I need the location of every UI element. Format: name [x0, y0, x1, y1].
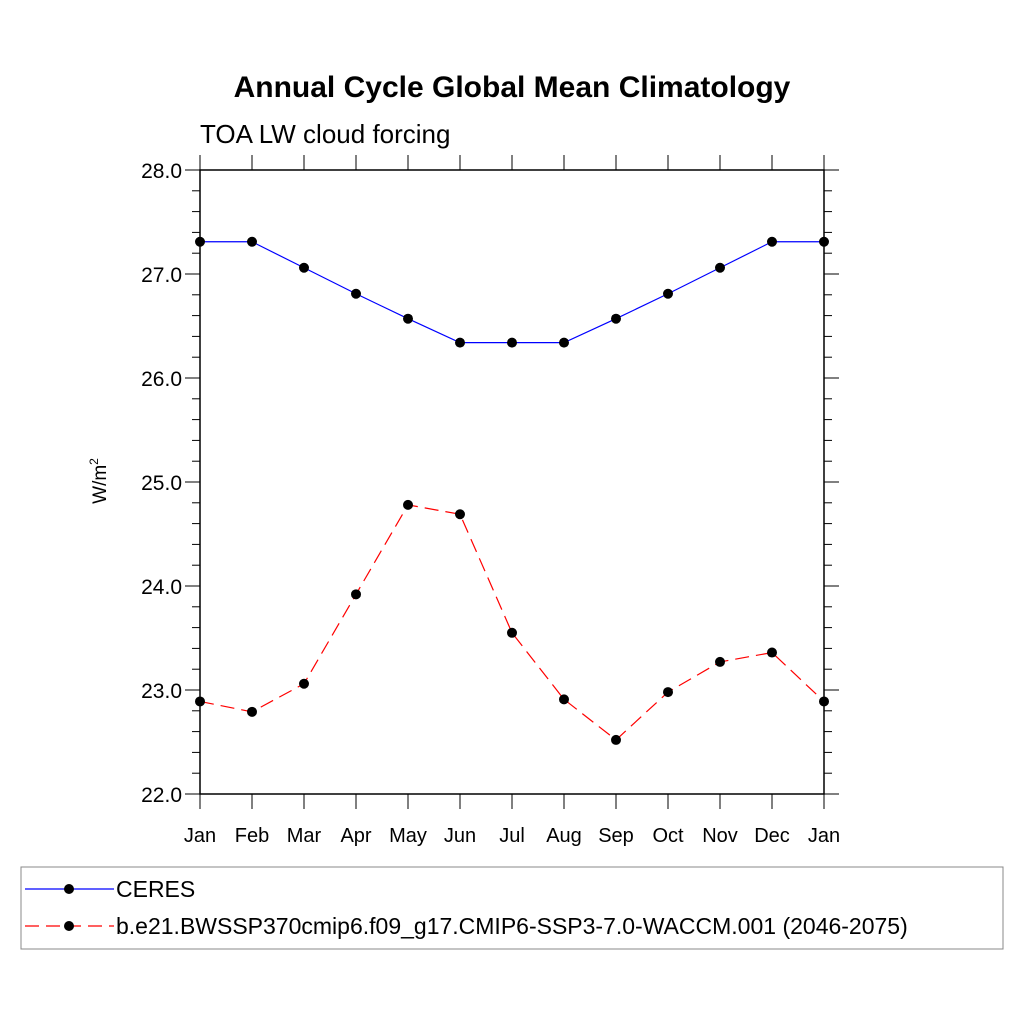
series-1-point — [195, 696, 205, 707]
series-0-point — [299, 262, 309, 273]
y-tick-label: 24.0 — [141, 576, 182, 599]
x-tick-label: Feb — [235, 825, 269, 847]
x-ticks: Jan Feb Mar Apr May Jun Jul Aug Sep Oct Nov Dec Jan — [184, 155, 840, 847]
series-1-point — [819, 696, 829, 707]
x-tick-label: Jun — [444, 825, 476, 847]
y-tick-label: 28.0 — [141, 160, 182, 183]
series-layer — [195, 236, 829, 745]
series-0-point — [559, 337, 569, 348]
series-1-point — [403, 499, 413, 510]
series-0-point — [351, 288, 361, 299]
x-tick-label: Oct — [652, 825, 684, 847]
y-tick-label: 26.0 — [141, 368, 182, 391]
series-1-point — [715, 656, 725, 667]
chart-subtitle: TOA LW cloud forcing — [200, 119, 450, 149]
x-tick-label: Jan — [808, 825, 840, 847]
x-tick-label: Jul — [499, 825, 525, 847]
y-tick-label: 25.0 — [141, 472, 182, 495]
series-1-point — [507, 627, 517, 638]
series-0-point — [715, 262, 725, 273]
x-tick-label: Nov — [702, 825, 738, 847]
x-tick-label: Aug — [546, 825, 582, 847]
series-line-0 — [200, 241, 824, 344]
y-axis-label: W/m2 — [87, 458, 111, 504]
x-tick-label: Dec — [754, 825, 790, 847]
series-0-point — [403, 313, 413, 324]
svg-text:W/m2: W/m2 — [87, 458, 111, 504]
y-tick-label: 27.0 — [141, 264, 182, 287]
series-0-point — [455, 337, 465, 348]
series-0-point — [507, 337, 517, 348]
series-0-point — [767, 236, 777, 247]
series-1-point — [351, 589, 361, 600]
series-1-point — [247, 706, 257, 717]
x-tick-label: Sep — [598, 825, 634, 847]
series-0-point — [247, 236, 257, 247]
series-1-point — [299, 678, 309, 689]
series-1-point — [559, 694, 569, 705]
legend-label-ceres: CERES — [116, 876, 195, 902]
series-0-point — [195, 236, 205, 247]
series-1-point — [611, 734, 621, 745]
series-0-point — [611, 313, 621, 324]
x-tick-label: May — [389, 825, 427, 847]
series-1-point — [455, 509, 465, 520]
x-tick-label: Mar — [287, 825, 322, 847]
chart-title: Annual Cycle Global Mean Climatology — [234, 71, 791, 104]
series-1-point — [663, 687, 673, 698]
y-ticks: 22.0 23.0 24.0 25.0 26.0 27.0 28.0 — [141, 160, 839, 807]
series-0-point — [663, 288, 673, 299]
legend: CERES b.e21.BWSSP370cmip6.f09_g17.CMIP6-… — [20, 866, 1004, 950]
legend-label-model: b.e21.BWSSP370cmip6.f09_g17.CMIP6-SSP3-7… — [116, 913, 908, 939]
series-0-point — [819, 236, 829, 247]
legend-marker-model — [64, 921, 74, 931]
x-tick-label: Jan — [184, 825, 216, 847]
plot-frame — [199, 169, 825, 795]
legend-box — [20, 866, 1004, 950]
x-tick-label: Apr — [340, 825, 371, 847]
y-tick-label: 22.0 — [141, 784, 182, 807]
series-line-1 — [199, 504, 825, 741]
y-axis-label-text: W/m — [90, 465, 111, 504]
series-1-point — [767, 647, 777, 658]
y-axis-label-superscript: 2 — [87, 458, 101, 465]
y-tick-label: 23.0 — [141, 680, 182, 703]
legend-marker-ceres — [64, 884, 74, 894]
